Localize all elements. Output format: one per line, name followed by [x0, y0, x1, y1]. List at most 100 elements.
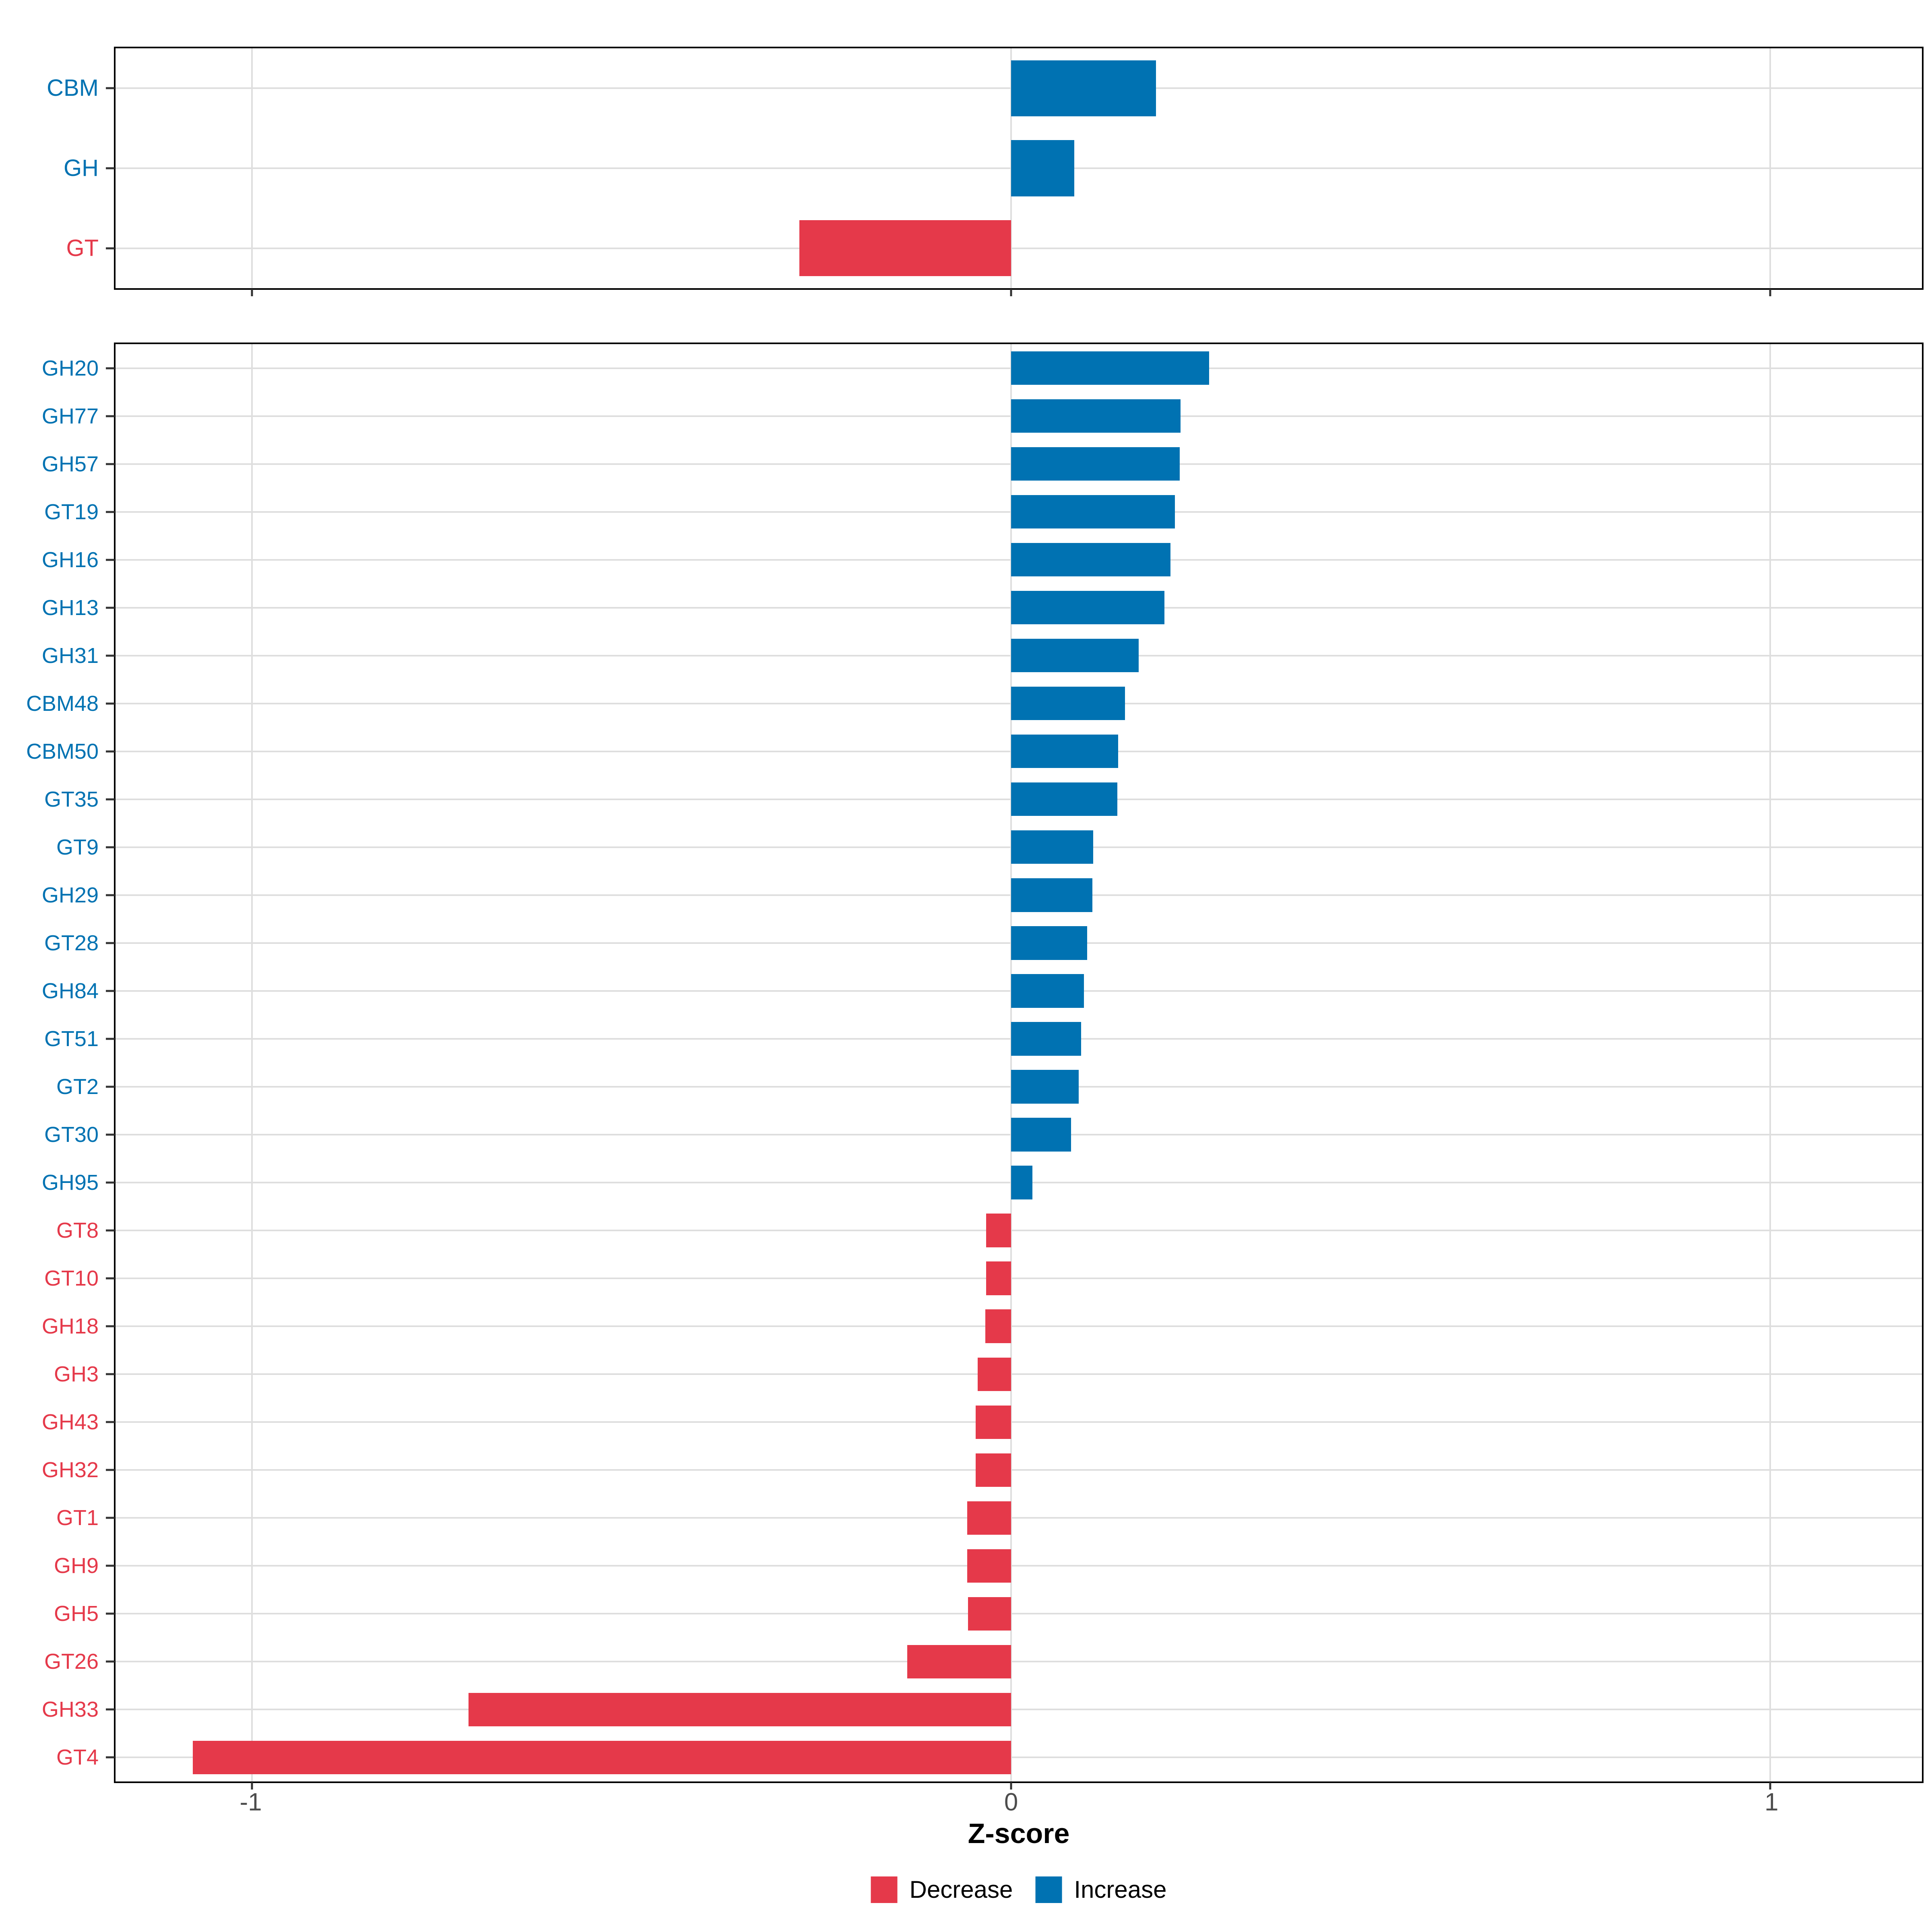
bar-GH20 [1011, 351, 1210, 385]
row-GH43: GH43 [42, 1398, 1922, 1446]
families-panel-rows: GH20 GH77 GH57 GT19 GH16 GH13 GH31 CBM48 CBM50 GT… [26, 344, 1922, 1781]
h-gridline-GT [116, 247, 1922, 249]
y-label-GH29: GH29 [41, 883, 99, 907]
row-GH77: GH77 [42, 392, 1922, 440]
h-gridline-GH43 [116, 1421, 1922, 1423]
y-tick-GH13 [106, 607, 115, 609]
y-tick-GH3 [106, 1373, 115, 1375]
bar-GT8 [986, 1214, 1011, 1247]
y-tick-GT [106, 247, 115, 250]
y-tick-GH5 [106, 1612, 115, 1615]
y-tick-GT2 [106, 1086, 115, 1088]
y-label-CBM48: CBM48 [26, 691, 99, 716]
bar-GH95 [1011, 1166, 1032, 1199]
bar-GT9 [1011, 830, 1093, 864]
y-tick-GT35 [106, 798, 115, 801]
bar-GH5 [968, 1597, 1011, 1631]
v-gridline-0 [1010, 344, 1012, 1781]
v-gridline-1 [1769, 48, 1771, 288]
y-label-GH95: GH95 [41, 1170, 99, 1195]
x-axis-tick-labels: -1 0 1 [114, 1790, 1924, 1818]
v-gridline--1 [251, 344, 253, 1781]
h-gridline-GH33 [116, 1709, 1922, 1711]
h-gridline-GH18 [116, 1325, 1922, 1327]
y-label-GT51: GT51 [44, 1026, 99, 1051]
y-label-GT30: GT30 [44, 1123, 99, 1147]
y-tick-CBM [106, 87, 115, 89]
y-label-GT2: GT2 [56, 1074, 99, 1099]
row-GH95: GH95 [42, 1159, 1922, 1207]
y-label-GH13: GH13 [41, 595, 99, 620]
y-tick-CBM50 [106, 750, 115, 753]
y-tick-GH20 [106, 367, 115, 369]
bar-GH3 [978, 1357, 1011, 1391]
bar-GT2 [1011, 1070, 1079, 1104]
row-CBM48: CBM48 [26, 679, 1922, 727]
legend-key-decrease [871, 1876, 898, 1903]
y-tick-GT9 [106, 846, 115, 848]
y-label-GH20: GH20 [41, 356, 99, 380]
bar-GH13 [1011, 591, 1165, 625]
y-tick-GH77 [106, 415, 115, 417]
y-label-GH77: GH77 [41, 404, 99, 428]
y-label-GH16: GH16 [41, 547, 99, 572]
bar-GT [799, 220, 1011, 277]
y-label-GT9: GT9 [56, 835, 99, 859]
y-label-GH32: GH32 [41, 1458, 99, 1482]
row-GT26: GT26 [44, 1638, 1922, 1686]
y-label-GT19: GT19 [44, 500, 99, 524]
legend-label-increase: Increase [1074, 1876, 1167, 1903]
bar-GH43 [975, 1405, 1011, 1439]
bar-GT1 [967, 1501, 1011, 1535]
y-label-GT4: GT4 [56, 1745, 99, 1770]
y-tick-GT51 [106, 1038, 115, 1040]
h-gridline-GT26 [116, 1661, 1922, 1663]
bar-GH33 [468, 1693, 1011, 1727]
row-GT2: GT2 [56, 1063, 1922, 1110]
row-GH20: GH20 [42, 344, 1922, 392]
y-tick-GT10 [106, 1277, 115, 1280]
y-label-GT1: GT1 [56, 1506, 99, 1530]
bar-GT28 [1011, 926, 1087, 960]
y-tick-GT4 [106, 1756, 115, 1759]
row-GT10: GT10 [44, 1255, 1922, 1302]
y-label-GT8: GT8 [56, 1218, 99, 1243]
row-GH13: GH13 [42, 584, 1922, 632]
bar-GH29 [1011, 878, 1092, 912]
legend-label-decrease: Decrease [909, 1876, 1013, 1903]
y-tick-GH9 [106, 1565, 115, 1567]
y-tick-GH29 [106, 894, 115, 896]
bar-GH77 [1011, 399, 1181, 433]
row-GT: GT [66, 208, 1922, 288]
y-tick-GH33 [106, 1708, 115, 1711]
y-tick-GH43 [106, 1421, 115, 1423]
row-GH18: GH18 [42, 1302, 1922, 1350]
h-gridline-GT8 [116, 1230, 1922, 1232]
row-GH29: GH29 [42, 871, 1922, 919]
row-GH57: GH57 [42, 440, 1922, 488]
y-label-GT35: GT35 [44, 787, 99, 811]
y-tick-GH84 [106, 990, 115, 992]
y-tick-GT28 [106, 942, 115, 944]
y-label-GH9: GH9 [54, 1554, 99, 1578]
y-label-CBM50: CBM50 [26, 739, 99, 764]
row-GH32: GH32 [42, 1446, 1922, 1494]
y-label-GH3: GH3 [54, 1362, 99, 1387]
h-gridline-GH3 [116, 1373, 1922, 1375]
y-label-GH43: GH43 [41, 1410, 99, 1435]
y-tick-GT1 [106, 1517, 115, 1519]
y-tick-GH18 [106, 1325, 115, 1327]
y-label-GT26: GT26 [44, 1649, 99, 1674]
row-GH9: GH9 [54, 1542, 1922, 1590]
row-GH: GH [64, 128, 1922, 208]
bar-GT26 [907, 1645, 1011, 1678]
y-tick-GH31 [106, 654, 115, 657]
row-GT1: GT1 [56, 1494, 1922, 1542]
row-GT28: GT28 [44, 919, 1922, 967]
families-panel: GH20 GH77 GH57 GT19 GH16 GH13 GH31 CBM48 CBM50 GT… [26, 343, 1924, 1790]
row-GH31: GH31 [42, 632, 1922, 679]
bar-GH32 [975, 1453, 1011, 1487]
x-tick-label-1: 1 [1764, 1788, 1779, 1816]
bar-GT10 [986, 1261, 1011, 1295]
